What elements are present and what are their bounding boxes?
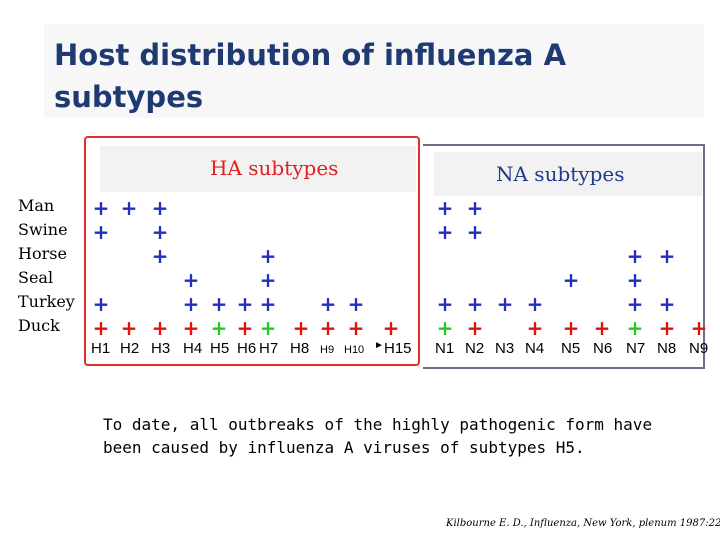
ha-mark-man-h2: + — [120, 196, 138, 220]
ha-mark-turkey-h9: + — [319, 292, 337, 316]
na-label-n8: N8 — [657, 340, 677, 357]
ha-mark-horse-h3: + — [151, 244, 169, 268]
na-mark-duck-n5: + — [562, 316, 580, 340]
na-label-n7: N7 — [626, 340, 646, 357]
na-mark-horse-n7: + — [626, 244, 644, 268]
ha-mark-duck-h15: + — [382, 316, 400, 340]
ha-label-h4: H4 — [183, 340, 203, 357]
ha-label-h6: H6 — [237, 340, 257, 357]
ha-label-h1: H1 — [91, 340, 111, 357]
ha-mark-duck-h6: + — [236, 316, 254, 340]
slide-title: Host distribution of influenza A subtype… — [54, 38, 567, 114]
host-label-turkey: Turkey — [18, 292, 75, 311]
na-mark-seal-n7: + — [626, 268, 644, 292]
na-label-n6: N6 — [593, 340, 613, 357]
ha-mark-duck-h10: + — [347, 316, 365, 340]
na-mark-seal-n5: + — [562, 268, 580, 292]
ha-heading-background — [100, 146, 416, 192]
na-heading: NA subtypes — [496, 162, 625, 186]
na-mark-duck-n7: + — [626, 316, 644, 340]
arrow-icon: ► — [374, 340, 384, 351]
na-mark-duck-n9: + — [690, 316, 708, 340]
na-mark-swine-n2: + — [466, 220, 484, 244]
na-mark-swine-n1: + — [436, 220, 454, 244]
ha-mark-man-h1: + — [92, 196, 110, 220]
citation: Kilbourne E. D., Influenza, New York, pl… — [446, 518, 720, 529]
outbreak-note: To date, all outbreaks of the highly pat… — [103, 415, 653, 457]
title-background — [44, 24, 704, 118]
na-mark-duck-n6: + — [593, 316, 611, 340]
ha-mark-swine-h1: + — [92, 220, 110, 244]
ha-mark-horse-h7: + — [259, 244, 277, 268]
ha-mark-seal-h7: + — [259, 268, 277, 292]
ha-mark-duck-h9: + — [319, 316, 337, 340]
na-mark-duck-n1: + — [436, 316, 454, 340]
na-label-n2: N2 — [465, 340, 485, 357]
ha-label-h3: H3 — [151, 340, 171, 357]
ha-mark-duck-h8: + — [292, 316, 310, 340]
ha-label-h15: H15 — [384, 340, 412, 357]
ha-mark-man-h3: + — [151, 196, 169, 220]
na-mark-turkey-n2: + — [466, 292, 484, 316]
host-label-swine: Swine — [18, 220, 68, 239]
ha-mark-turkey-h6: + — [236, 292, 254, 316]
na-label-n4: N4 — [525, 340, 545, 357]
ha-mark-turkey-h5: + — [210, 292, 228, 316]
na-mark-horse-n8: + — [658, 244, 676, 268]
ha-heading: HA subtypes — [210, 156, 339, 180]
ha-label-h7: H7 — [259, 340, 279, 357]
ha-mark-turkey-h1: + — [92, 292, 110, 316]
na-label-n1: N1 — [435, 340, 455, 357]
na-mark-man-n1: + — [436, 196, 454, 220]
ha-mark-duck-h1: + — [92, 316, 110, 340]
host-label-duck: Duck — [18, 316, 60, 335]
ha-mark-duck-h3: + — [151, 316, 169, 340]
ha-mark-turkey-h10: + — [347, 292, 365, 316]
ha-label-h9: H9 — [320, 344, 335, 356]
ha-mark-turkey-h7: + — [259, 292, 277, 316]
ha-label-h8: H8 — [290, 340, 310, 357]
ha-mark-duck-h7: + — [259, 316, 277, 340]
na-mark-turkey-n4: + — [526, 292, 544, 316]
ha-panel — [84, 136, 420, 366]
host-label-man: Man — [18, 196, 55, 215]
ha-mark-swine-h3: + — [151, 220, 169, 244]
na-mark-duck-n8: + — [658, 316, 676, 340]
na-panel — [423, 144, 705, 369]
ha-mark-duck-h5: + — [210, 316, 228, 340]
na-label-n3: N3 — [495, 340, 515, 357]
na-mark-man-n2: + — [466, 196, 484, 220]
na-mark-duck-n2: + — [466, 316, 484, 340]
na-label-n9: N9 — [689, 340, 709, 357]
na-heading-background — [434, 152, 702, 196]
na-mark-turkey-n7: + — [626, 292, 644, 316]
ha-mark-duck-h2: + — [120, 316, 138, 340]
ha-mark-turkey-h4: + — [182, 292, 200, 316]
ha-label-h5: H5 — [210, 340, 230, 357]
na-mark-turkey-n3: + — [496, 292, 514, 316]
ha-label-h2: H2 — [120, 340, 140, 357]
na-mark-turkey-n8: + — [658, 292, 676, 316]
ha-label-h10: H10 — [344, 344, 365, 356]
na-mark-duck-n4: + — [526, 316, 544, 340]
ha-mark-duck-h4: + — [182, 316, 200, 340]
na-label-n5: N5 — [561, 340, 581, 357]
na-mark-turkey-n1: + — [436, 292, 454, 316]
host-label-horse: Horse — [18, 244, 67, 263]
host-label-seal: Seal — [18, 268, 54, 287]
ha-mark-seal-h4: + — [182, 268, 200, 292]
